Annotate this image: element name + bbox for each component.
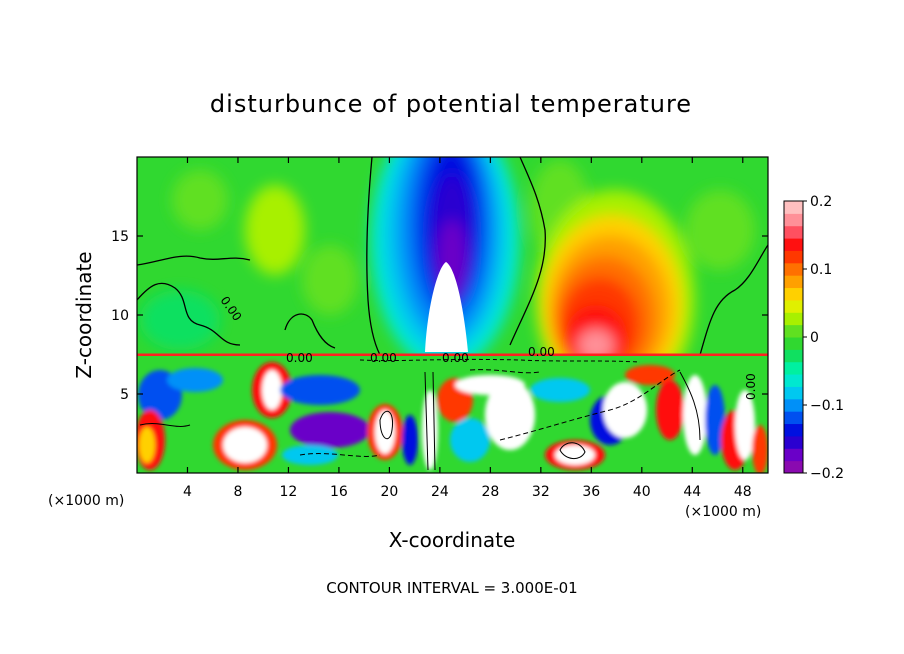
y-tick-label: 15 bbox=[111, 229, 129, 245]
y-tick-label: 10 bbox=[111, 308, 129, 324]
colorbar bbox=[783, 200, 804, 474]
colorbar-swatch bbox=[784, 250, 803, 264]
x-tick-label: 36 bbox=[582, 484, 600, 500]
colorbar-swatch bbox=[784, 201, 803, 214]
x-axis-ticks: 4 8 12 16 20 24 28 32 36 40 44 48 bbox=[183, 157, 752, 500]
x-tick-label: 32 bbox=[532, 484, 550, 500]
colorbar-tick-label: 0 bbox=[810, 330, 819, 346]
colorbar-swatch bbox=[784, 423, 803, 437]
contour-label: 0.00 bbox=[528, 345, 555, 359]
colorbar-ticks: 0.2 0.1 0 −0.1 −0.2 bbox=[803, 194, 844, 482]
x-tick-label: 4 bbox=[183, 484, 192, 500]
colorbar-swatch bbox=[784, 337, 803, 350]
colorbar-tick-label: 0.1 bbox=[810, 262, 832, 278]
x-tick-label: 44 bbox=[683, 484, 701, 500]
colorbar-swatch bbox=[784, 287, 803, 301]
colorbar-swatch bbox=[784, 275, 803, 289]
x-unit-right: (×1000 m) bbox=[685, 504, 761, 520]
y-axis-label: Z-coordinate bbox=[72, 251, 96, 378]
colorbar-swatch bbox=[784, 411, 803, 425]
x-tick-label: 12 bbox=[280, 484, 298, 500]
contour-label: 0.00 bbox=[370, 351, 397, 365]
y-tick-label: 5 bbox=[120, 387, 129, 403]
colorbar-swatch bbox=[784, 225, 803, 239]
chart-title: disturbunce of potential temperature bbox=[210, 90, 692, 118]
colorbar-swatch bbox=[784, 386, 803, 400]
contour-label: 0.00 bbox=[442, 351, 469, 365]
colorbar-tick-label: −0.2 bbox=[810, 466, 844, 482]
colorbar-swatch bbox=[784, 324, 803, 338]
x-tick-label: 40 bbox=[633, 484, 651, 500]
colorbar-swatch bbox=[784, 448, 803, 462]
colorbar-swatch bbox=[784, 213, 803, 227]
x-tick-label: 8 bbox=[233, 484, 242, 500]
colorbar-swatch bbox=[784, 312, 803, 326]
contour-label: 0.00 bbox=[286, 351, 313, 365]
heatmap-field: 0.00 0.00 0.00 0.00 0.00 0.00 bbox=[137, 157, 768, 473]
x-tick-label: 16 bbox=[330, 484, 348, 500]
colorbar-swatch bbox=[784, 460, 803, 474]
colorbar-swatch bbox=[784, 262, 803, 276]
contour-label: 0.00 bbox=[744, 373, 758, 400]
contour-interval-note: CONTOUR INTERVAL = 3.000E-01 bbox=[326, 579, 577, 597]
x-tick-label: 20 bbox=[380, 484, 398, 500]
x-unit-left: (×1000 m) bbox=[48, 493, 124, 509]
x-tick-label: 28 bbox=[481, 484, 499, 500]
colorbar-swatch bbox=[784, 361, 803, 375]
colorbar-swatch bbox=[784, 238, 803, 251]
colorbar-tick-label: 0.2 bbox=[810, 194, 832, 210]
x-tick-label: 48 bbox=[734, 484, 752, 500]
x-tick-label: 24 bbox=[431, 484, 449, 500]
x-axis-label: X-coordinate bbox=[389, 528, 516, 552]
y-axis-ticks: 5 10 15 bbox=[111, 229, 768, 403]
colorbar-swatch bbox=[784, 374, 803, 387]
colorbar-swatch bbox=[784, 299, 803, 313]
colorbar-tick-label: −0.1 bbox=[810, 398, 844, 414]
colorbar-swatch bbox=[784, 398, 803, 412]
colorbar-swatch bbox=[784, 349, 803, 363]
colorbar-swatch bbox=[784, 435, 803, 449]
